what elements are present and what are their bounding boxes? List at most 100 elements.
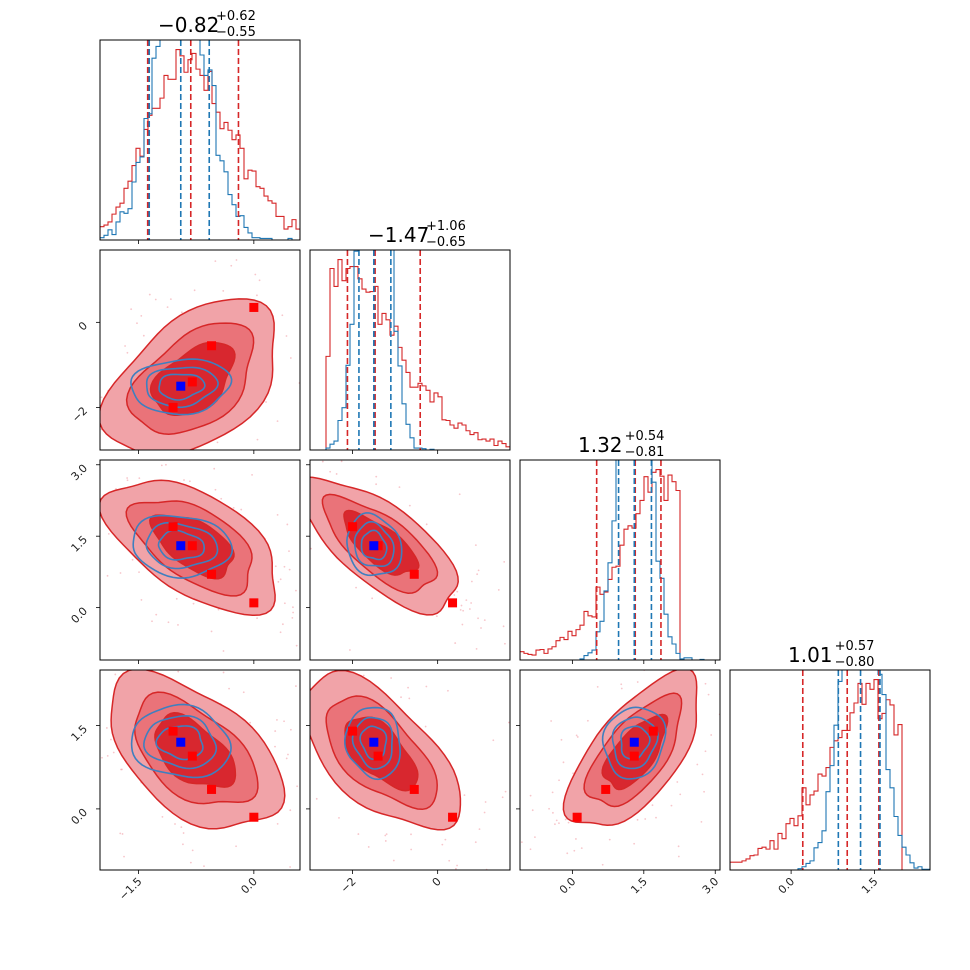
panel-title-plus: +0.62: [216, 9, 256, 24]
y-tick-label: 0: [76, 319, 90, 333]
axes-frame: [729, 669, 931, 871]
joint-panel-1-2: [309, 459, 511, 661]
blue-contour-outer: [343, 706, 401, 781]
axes-frame: [99, 249, 301, 451]
axes-frame: [309, 249, 511, 451]
y-tick-label: 3.0: [69, 462, 91, 484]
marker-blue: [629, 737, 639, 747]
axes-frame: [519, 669, 721, 871]
histogram-panel-1: −1.47+1.06−0.65: [309, 219, 511, 451]
histogram-series-red: [520, 468, 720, 660]
marker-red: [448, 812, 458, 822]
panel-title-plus: +0.54: [625, 429, 665, 444]
marker-blue: [176, 737, 186, 747]
x-tick-label: 0.0: [776, 875, 798, 897]
marker-red: [249, 598, 259, 608]
joint-panel-1-3: [309, 669, 511, 871]
blue-contour-inner: [360, 529, 388, 561]
panel-title-minus: −0.65: [426, 235, 466, 250]
marker-red: [601, 784, 611, 794]
marker-red: [249, 302, 259, 312]
joint-panel-2-3: [519, 669, 721, 871]
marker-red: [348, 522, 358, 532]
marker-red: [572, 812, 582, 822]
marker-red: [448, 598, 458, 608]
panel-title-minus: −0.55: [216, 25, 256, 40]
marker-red: [168, 522, 178, 532]
y-tick-label: 0.0: [69, 605, 91, 627]
axes-frame: [99, 669, 301, 871]
histogram-series-red: [310, 258, 510, 450]
panel-title-plus: +1.06: [426, 219, 466, 234]
panel-title-median: 1.01: [788, 643, 833, 667]
blue-contour-outer: [130, 703, 232, 779]
marker-red: [409, 784, 419, 794]
histogram-series-blue: [100, 40, 300, 240]
marker-blue: [176, 541, 186, 551]
marker-red: [648, 726, 658, 736]
marker-red: [373, 751, 383, 761]
panel-title-median: 1.32: [578, 433, 623, 457]
blue-contour-inner: [359, 725, 388, 761]
x-tick-label: 1.5: [859, 875, 881, 897]
blue-contour-middle: [145, 366, 219, 409]
axes-frame: [99, 459, 301, 661]
y-tick-label: 0.0: [69, 806, 91, 828]
histogram-series-blue: [310, 250, 510, 450]
x-tick-label: −2: [338, 875, 359, 896]
marker-blue: [369, 737, 379, 747]
blue-contour-middle: [143, 714, 218, 770]
marker-red: [249, 812, 259, 822]
marker-red: [187, 377, 197, 387]
panel-title-minus: −0.80: [835, 655, 875, 670]
axes-frame: [309, 669, 511, 871]
blue-contour-inner: [158, 373, 206, 401]
marker-red: [629, 751, 639, 761]
x-tick-label: 1.5: [628, 875, 650, 897]
marker-red: [207, 569, 217, 579]
joint-panel-0-3: [99, 669, 301, 871]
y-tick-label: 1.5: [69, 722, 91, 744]
marker-red: [168, 726, 178, 736]
blue-contour-inner: [620, 725, 651, 760]
marker-red: [187, 751, 197, 761]
marker-blue: [369, 541, 379, 551]
x-tick-label: −1.5: [116, 875, 144, 903]
marker-red: [187, 541, 197, 551]
x-tick-label: 0.0: [557, 875, 579, 897]
histogram-series-blue: [520, 460, 720, 660]
x-tick-label: 0: [430, 875, 444, 889]
histogram-panel-2: 1.32 +0.54−0.81: [519, 429, 721, 661]
marker-red: [348, 726, 358, 736]
marker-red: [207, 784, 217, 794]
axes-frame: [519, 459, 721, 661]
y-tick-label: 1.5: [69, 533, 91, 555]
panel-title-plus: +0.57: [835, 639, 875, 654]
blue-contour-middle: [353, 520, 395, 567]
histogram-panel-3: 1.01 +0.57−0.80: [729, 639, 931, 871]
blue-contour-outer: [132, 514, 234, 579]
joint-panel-0-2: [99, 459, 301, 661]
histogram-series-red: [100, 48, 300, 240]
blue-contour-outer: [346, 512, 403, 577]
marker-blue: [176, 381, 186, 391]
x-tick-label: 3.0: [700, 875, 722, 897]
marker-red: [409, 569, 419, 579]
panel-title-median: −1.47: [368, 223, 429, 247]
axes-frame: [309, 459, 511, 661]
panel-title-median: −0.82: [158, 13, 219, 37]
x-tick-label: 0.0: [238, 875, 260, 897]
y-tick-label: −2: [69, 404, 90, 425]
blue-contour-middle: [611, 716, 659, 770]
blue-contour-outer: [130, 358, 233, 416]
histogram-panel-0: −0.82+0.62−0.55: [99, 9, 301, 241]
panel-title-minus: −0.81: [625, 445, 665, 460]
histogram-series-blue: [730, 670, 930, 870]
joint-panel-0-1: [99, 249, 301, 451]
blue-contour-outer: [601, 706, 667, 780]
axes-frame: [99, 39, 301, 241]
marker-red: [207, 341, 217, 351]
blue-contour-middle: [351, 716, 394, 770]
marker-red: [168, 402, 178, 412]
